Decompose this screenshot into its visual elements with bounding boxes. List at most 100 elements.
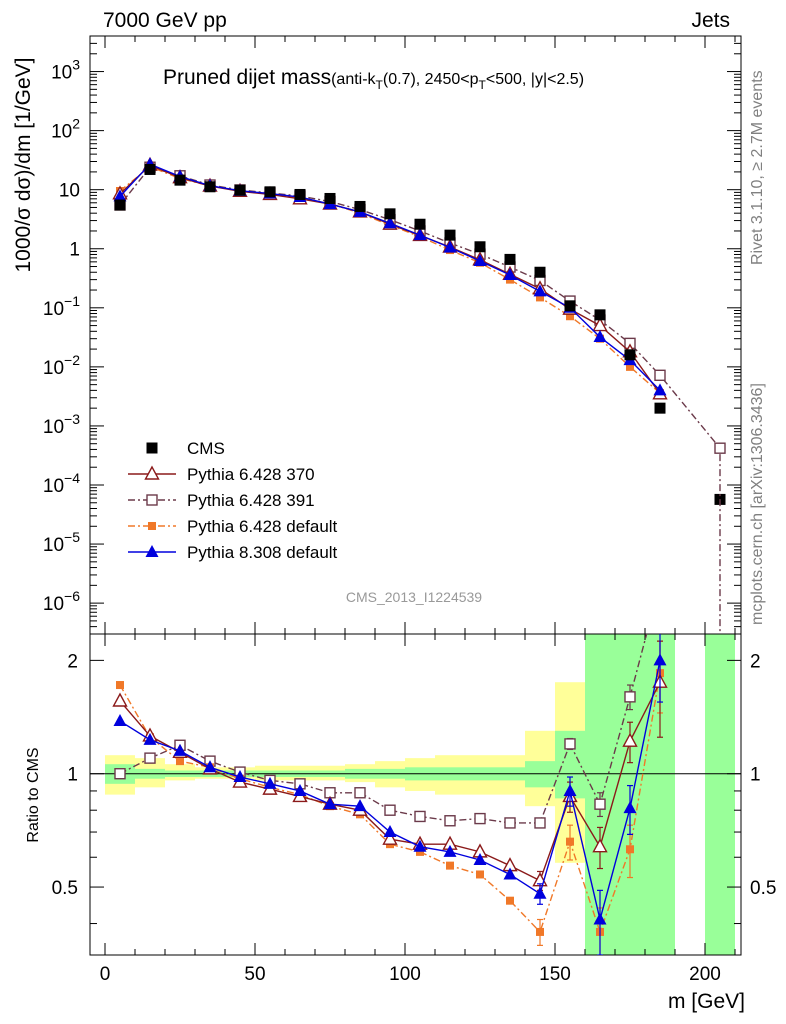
legend-marker [148,522,156,530]
ratio-point [624,691,636,703]
ratio-point [353,799,367,812]
analysis-id: CMS_2013_I1224539 [346,589,482,605]
ratio-plot-frame [89,633,742,956]
y-tick-label: 1 [69,240,80,261]
ratio-point [476,870,484,879]
data-point [144,163,156,175]
x-axis-title: m [GeV] [668,990,745,1013]
series-line [119,165,661,394]
ratio-y-tick-label-left: 1 [67,765,78,786]
ratio-point [534,817,546,829]
y-tick-label: 10−6 [43,588,80,615]
data-point [714,442,726,454]
plot-title: Pruned dijet mass(anti-kT(0.7), 2450<pT<… [163,66,584,92]
data-point [174,174,186,186]
ratio-point [323,797,337,810]
ratio-plot: 0 50 100 150 200 2 2 1 1 0.5 0.5 [52,36,776,985]
ratio-point [263,776,277,789]
series-line [119,166,721,449]
data-point [413,228,427,241]
ratio-point [536,927,544,936]
legend-label: Pythia 6.428 391 [187,491,315,510]
data-point [654,369,666,381]
ratio-point [176,757,184,766]
mcplots-label: mcplots.cern.ch [arXiv:1306.3436] [749,383,766,625]
ratio-point [506,896,514,905]
ratio-point [233,770,247,783]
data-point [534,266,546,278]
ratio-point [443,844,457,857]
ratio-y-tick-label-left: 2 [67,651,78,672]
data-point [564,300,576,312]
series-line [119,164,661,395]
ratio-point [622,732,638,747]
data-point [414,218,426,230]
data-point [264,186,276,198]
y-tick-label: 10−3 [43,411,80,438]
ratio-point [623,801,637,814]
legend-marker [144,465,160,480]
data-point [443,240,457,253]
ratio-point [592,838,608,853]
data-point [626,362,634,371]
ratio-point [383,825,397,838]
data-point [204,181,216,193]
uncertainty-bands [105,634,735,955]
ratio-y-tick-label-left: 0.5 [52,878,78,899]
legend-item: Pythia 8.308 default [128,543,338,562]
x-tick-label: 50 [244,964,265,985]
ratio-point [474,812,486,825]
ratio-point [564,738,576,750]
process-label: Jets [691,9,730,32]
series-pythia-8-308-default [113,157,667,396]
ratio-point [473,852,487,865]
green-band-bin [705,634,735,955]
y-tick-label: 10−4 [43,470,80,497]
y-axis-title: 1000/σ dσ)/dm [1/GeV] [12,57,35,272]
ratio-point [384,804,396,816]
ratio-point [503,867,517,880]
legend-label: Pythia 6.428 default [187,517,338,536]
y-tick-label: 10−2 [43,352,80,379]
legend-item: Pythia 6.428 default [128,517,338,536]
x-tick-label: 0 [100,964,111,985]
ratio-point [655,579,665,589]
ratio-point [293,783,307,796]
ratio-y-tick-label-right: 2 [750,651,761,672]
series-line [119,163,661,391]
legend-label: CMS [187,439,225,458]
ratio-point [116,681,124,690]
ratio-point [533,886,547,899]
ratio-y-tick-label-right: 0.5 [750,878,776,899]
series-pythia-6-428-default [116,162,664,398]
data-point [624,349,636,361]
ratio-point [563,783,577,796]
data-point [113,189,127,202]
ratio-point [113,714,127,727]
legend-item: Pythia 6.428 370 [128,465,315,484]
ratio-point [416,847,424,856]
y-tick-label: 103 [51,57,80,84]
y-tick-label: 10−1 [43,293,80,320]
data-point [384,208,396,220]
y-tick-label: 102 [51,116,80,143]
ratio-point [354,787,366,799]
rivet-version-label: Rivet 3.1.10, ≥ 2.7M events [749,70,766,265]
ratio-point [143,732,157,745]
data-point [473,254,487,267]
data-point [504,253,516,265]
ratio-point [504,817,516,829]
x-axis-ticks: 0 50 100 150 200 [100,36,736,985]
ratio-pythia-8-308-default [113,634,667,955]
y-tick-label: 10−5 [43,529,80,556]
data-point [354,200,366,212]
data-point [533,284,547,297]
series-pythia-6-428-370 [112,156,668,400]
x-tick-label: 200 [689,964,721,985]
ratio-point [444,815,456,827]
series-pythia-6-428-391 [114,161,726,454]
data-point [444,229,456,241]
ratio-point [114,768,126,780]
